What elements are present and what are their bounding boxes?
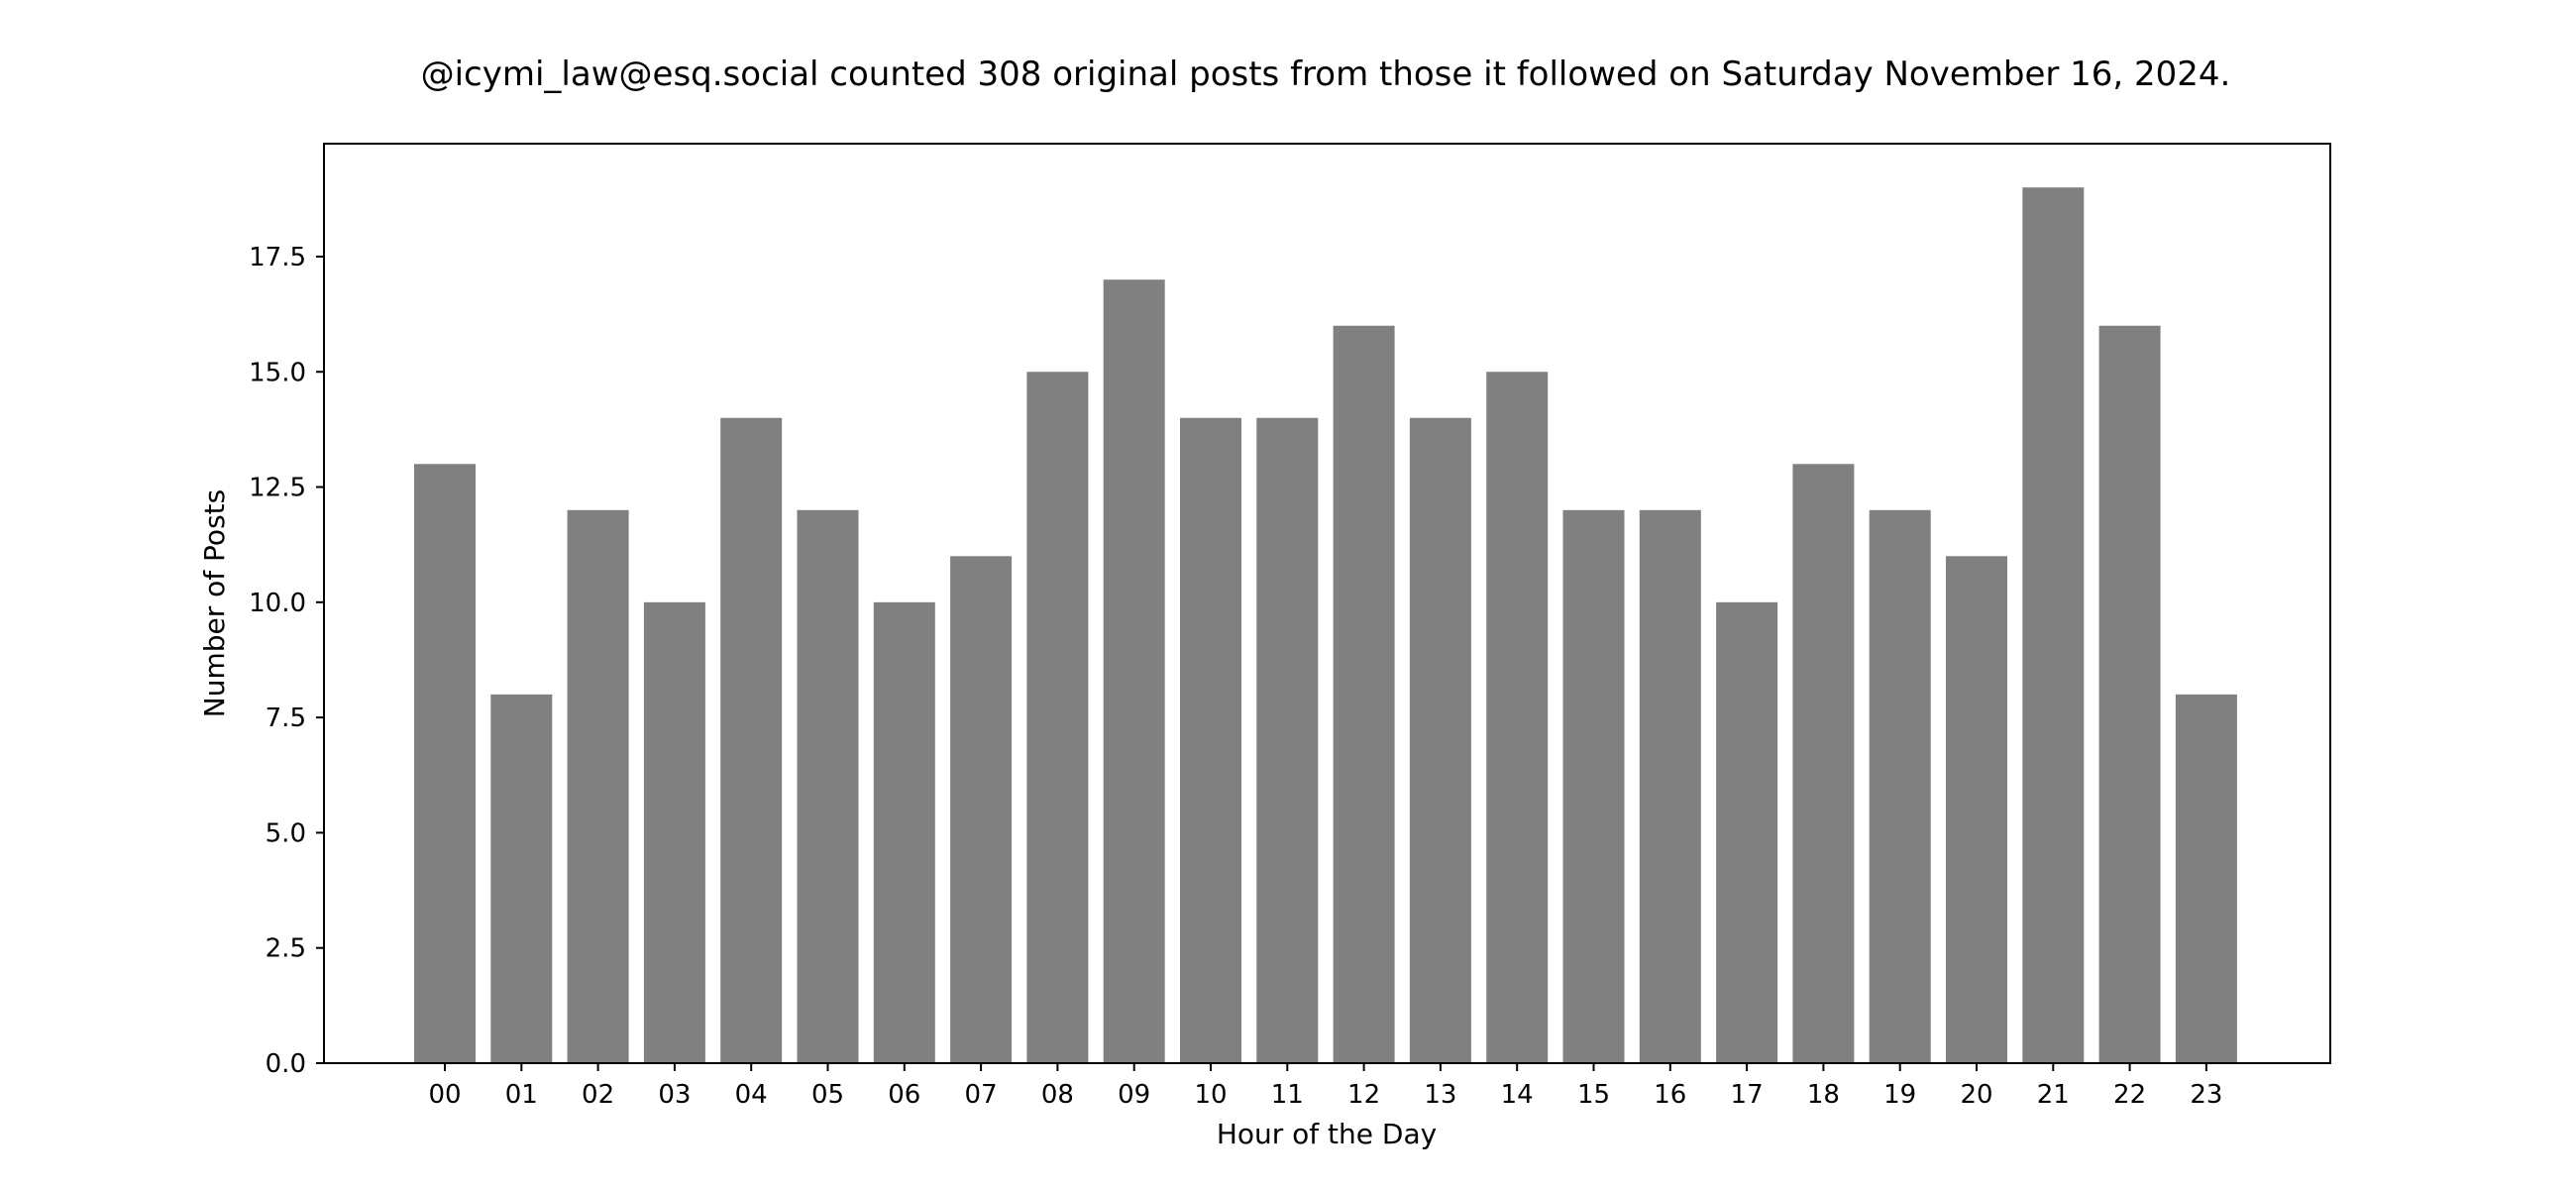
y-axis-ticks: 0.0 2.5 5.0 7.5 10.0 12.5 15.0 17.5 [249, 243, 324, 1079]
x-tick-label: 05 [811, 1080, 844, 1110]
x-axis-label: Hour of the Day [1217, 1118, 1437, 1150]
bar-04 [720, 417, 783, 1063]
x-tick-label: 03 [658, 1080, 691, 1110]
bar-06 [873, 601, 935, 1063]
x-axis-ticks: 00 01 02 03 04 05 06 07 08 09 10 11 12 13 14 15 16 17 18 19… [428, 1063, 2222, 1110]
y-tick-label: 5.0 [266, 818, 306, 848]
x-tick-label: 08 [1041, 1080, 1074, 1110]
bar-16 [1639, 509, 1701, 1063]
bar-13 [1409, 417, 1471, 1063]
x-tick-label: 01 [505, 1080, 538, 1110]
x-tick-label: 02 [582, 1080, 614, 1110]
bar-03 [643, 601, 705, 1063]
y-tick-label: 15.0 [249, 358, 306, 387]
x-tick-label: 20 [1960, 1080, 1992, 1110]
bar-02 [567, 509, 629, 1063]
bar-05 [797, 509, 859, 1063]
bar-20 [1946, 556, 2007, 1063]
bar-22 [2098, 325, 2161, 1063]
bar-18 [1792, 464, 1855, 1063]
bar-10 [1180, 417, 1241, 1063]
bar-15 [1562, 509, 1625, 1063]
x-tick-label: 23 [2190, 1080, 2222, 1110]
x-tick-label: 18 [1807, 1080, 1840, 1110]
bar-14 [1486, 372, 1549, 1063]
chart-title: @icymi_law@esq.social counted 308 origin… [421, 54, 2231, 94]
x-tick-label: 04 [735, 1080, 768, 1110]
bar-01 [490, 694, 553, 1063]
y-tick-label: 12.5 [249, 474, 306, 503]
x-tick-label: 06 [888, 1080, 920, 1110]
y-tick-label: 7.5 [266, 703, 306, 733]
bars-group [414, 187, 2237, 1064]
x-tick-label: 09 [1118, 1080, 1150, 1110]
y-tick-label: 2.5 [266, 934, 306, 964]
bar-00 [414, 464, 476, 1063]
bar-07 [950, 556, 1013, 1063]
x-tick-label: 14 [1501, 1080, 1534, 1110]
x-tick-label: 00 [428, 1080, 461, 1110]
bar-17 [1716, 601, 1778, 1063]
x-tick-label: 22 [2113, 1080, 2146, 1110]
x-tick-label: 11 [1271, 1080, 1304, 1110]
bar-21 [2022, 187, 2085, 1063]
y-tick-label: 0.0 [266, 1049, 306, 1079]
x-tick-label: 10 [1194, 1080, 1227, 1110]
bar-23 [2175, 694, 2237, 1063]
x-tick-label: 13 [1424, 1080, 1456, 1110]
x-tick-label: 17 [1731, 1080, 1764, 1110]
y-axis-label: Number of Posts [198, 489, 231, 717]
x-tick-label: 19 [1883, 1080, 1916, 1110]
bar-19 [1869, 509, 1931, 1063]
bar-08 [1026, 372, 1089, 1063]
x-tick-label: 15 [1577, 1080, 1610, 1110]
bar-12 [1333, 325, 1395, 1063]
bar-11 [1256, 417, 1319, 1063]
x-tick-label: 12 [1347, 1080, 1380, 1110]
plot-frame [323, 143, 2331, 1064]
x-tick-label: 16 [1654, 1080, 1686, 1110]
x-tick-label: 07 [965, 1080, 998, 1110]
y-tick-label: 10.0 [249, 589, 306, 618]
x-tick-label: 21 [2037, 1080, 2070, 1110]
y-tick-label: 17.5 [249, 243, 306, 272]
bar-09 [1103, 279, 1165, 1064]
